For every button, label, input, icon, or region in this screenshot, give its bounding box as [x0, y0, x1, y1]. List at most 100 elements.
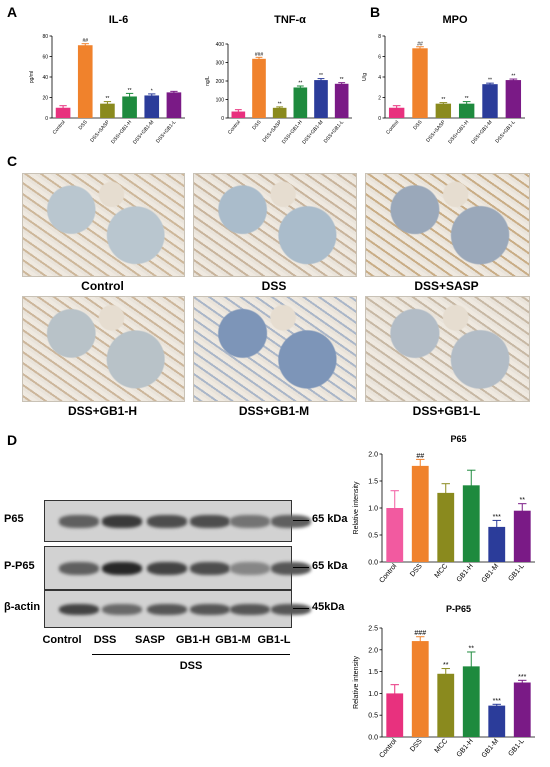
y-tick-label: 0 [221, 116, 224, 122]
x-tick-label: DSS+GB1-M [470, 119, 493, 145]
bar [122, 96, 137, 118]
y-tick-label: 0.0 [368, 734, 378, 741]
y-tick-label: 2.5 [368, 625, 378, 632]
kda-label: 65 kDa [312, 560, 348, 572]
lane-label: DSS [93, 634, 117, 646]
x-tick-label: DSS+SASP [425, 119, 447, 144]
chart-title: TNF-α [274, 14, 306, 26]
blot-band [230, 561, 270, 576]
lane-label: GB1-H [175, 634, 211, 646]
panel-label-c: C [7, 153, 18, 169]
x-tick-label: Control [378, 562, 398, 584]
micrograph [365, 173, 530, 277]
bar [314, 80, 328, 118]
bar [462, 485, 480, 562]
significance-label: ** [105, 96, 109, 102]
x-tick-label: GB1-L [507, 738, 525, 758]
bar [55, 107, 71, 118]
kda-label: 45kDa [312, 601, 345, 613]
significance-label: *** [493, 514, 501, 521]
y-tick-label: 2.0 [368, 451, 378, 458]
chart-title: P65 [450, 434, 466, 444]
chart-4: P-P65 0.0 0.5 1.0 1.5 2.0 2.5 Relative intensit… [353, 604, 535, 760]
bar [166, 92, 182, 118]
micrograph-caption: DSS+GB1-M [238, 404, 310, 418]
blot-band [147, 603, 187, 616]
significance-label: ** [319, 73, 323, 79]
bar [77, 45, 93, 118]
x-tick-label: Control [385, 119, 400, 135]
blot-strip [44, 546, 311, 590]
significance-label: ## [416, 453, 424, 460]
y-tick-label: 8 [378, 34, 381, 40]
chart-0: IL-6 0 20 40 60 80 pg/ml Control ## DSS ** DSS+SASP… [29, 14, 185, 146]
panel-label-a: A [7, 4, 18, 20]
y-tick-label: 0.5 [368, 532, 378, 539]
y-tick-label: 4 [378, 75, 381, 81]
bar [458, 103, 475, 118]
blot-row-label: P65 [4, 513, 24, 525]
bar [513, 682, 531, 737]
x-tick-label: DSS [409, 563, 424, 579]
x-tick-label: GB1-H [456, 563, 475, 584]
y-tick-label: 60 [42, 54, 48, 60]
lane-label: Control [42, 634, 82, 646]
significance-label: ** [520, 497, 526, 504]
dss-group-line [92, 654, 290, 655]
y-tick-label: 80 [42, 34, 48, 40]
blot-strip [44, 500, 311, 542]
x-tick-label: DSS+SASP [89, 119, 111, 144]
significance-label: ### [255, 52, 264, 58]
significance-label: ### [414, 630, 426, 637]
bar [144, 95, 160, 118]
micrograph-caption: DSS+SASP [414, 279, 479, 293]
x-tick-label: DSS+GB1-M [132, 119, 155, 145]
x-tick-label: Control [378, 737, 398, 759]
bar [513, 510, 531, 562]
bar [386, 508, 404, 562]
y-tick-label: 6 [378, 54, 381, 60]
bar [411, 641, 429, 737]
lane-label: GB1-M [215, 634, 251, 646]
y-tick-label: 2 [378, 95, 381, 101]
bar [462, 666, 480, 737]
lane-label: SASP [135, 634, 165, 646]
y-axis-label: U/g [362, 73, 368, 81]
bar [437, 673, 455, 737]
significance-label: ** [278, 101, 282, 107]
significance-label: ** [441, 97, 445, 103]
y-tick-label: 40 [42, 75, 48, 81]
y-tick-label: 1.5 [368, 669, 378, 676]
significance-label: ** [340, 77, 344, 83]
chart-3: P65 0.0 0.5 1.0 1.5 2.0 Relative intensity Cont… [353, 434, 535, 585]
y-tick-label: 1.0 [368, 691, 378, 698]
blot-band [59, 603, 99, 616]
significance-label: ** [443, 662, 449, 669]
blot-band [102, 603, 142, 616]
y-tick-label: 400 [216, 42, 225, 48]
bar [386, 693, 404, 737]
y-axis-label: pg/ml [29, 71, 35, 83]
blot-band [59, 561, 99, 576]
y-axis-label: Relative intensity [353, 481, 360, 534]
bar [334, 83, 349, 118]
chart-2: MPO 0 2 4 6 8 U/g Control ## DSS ** DSS+SASP ** DSS+G… [362, 14, 525, 146]
bar [482, 84, 498, 118]
significance-label: *** [518, 674, 526, 681]
significance-label: *** [493, 698, 501, 705]
chart-1: TNF-α 0 100 200 300 400 ng/L Control ### DSS ** DSS… [205, 14, 352, 146]
chart-title: MPO [442, 14, 468, 26]
significance-label: ** [488, 78, 492, 84]
x-tick-label: DSS+GB1-L [323, 119, 346, 144]
x-tick-label: DSS+SASP [262, 119, 284, 144]
x-tick-label: GB1-L [507, 563, 525, 583]
y-tick-label: 2.0 [368, 647, 378, 654]
x-tick-label: DSS+GB1-M [301, 119, 324, 145]
micrograph [193, 296, 357, 402]
significance-label: ## [417, 41, 423, 47]
lane-label: GB1-L [257, 634, 291, 646]
chart-title: IL-6 [109, 14, 129, 26]
blot-band [190, 561, 230, 576]
blot-band [59, 515, 99, 528]
y-tick-label: 1.0 [368, 505, 378, 512]
